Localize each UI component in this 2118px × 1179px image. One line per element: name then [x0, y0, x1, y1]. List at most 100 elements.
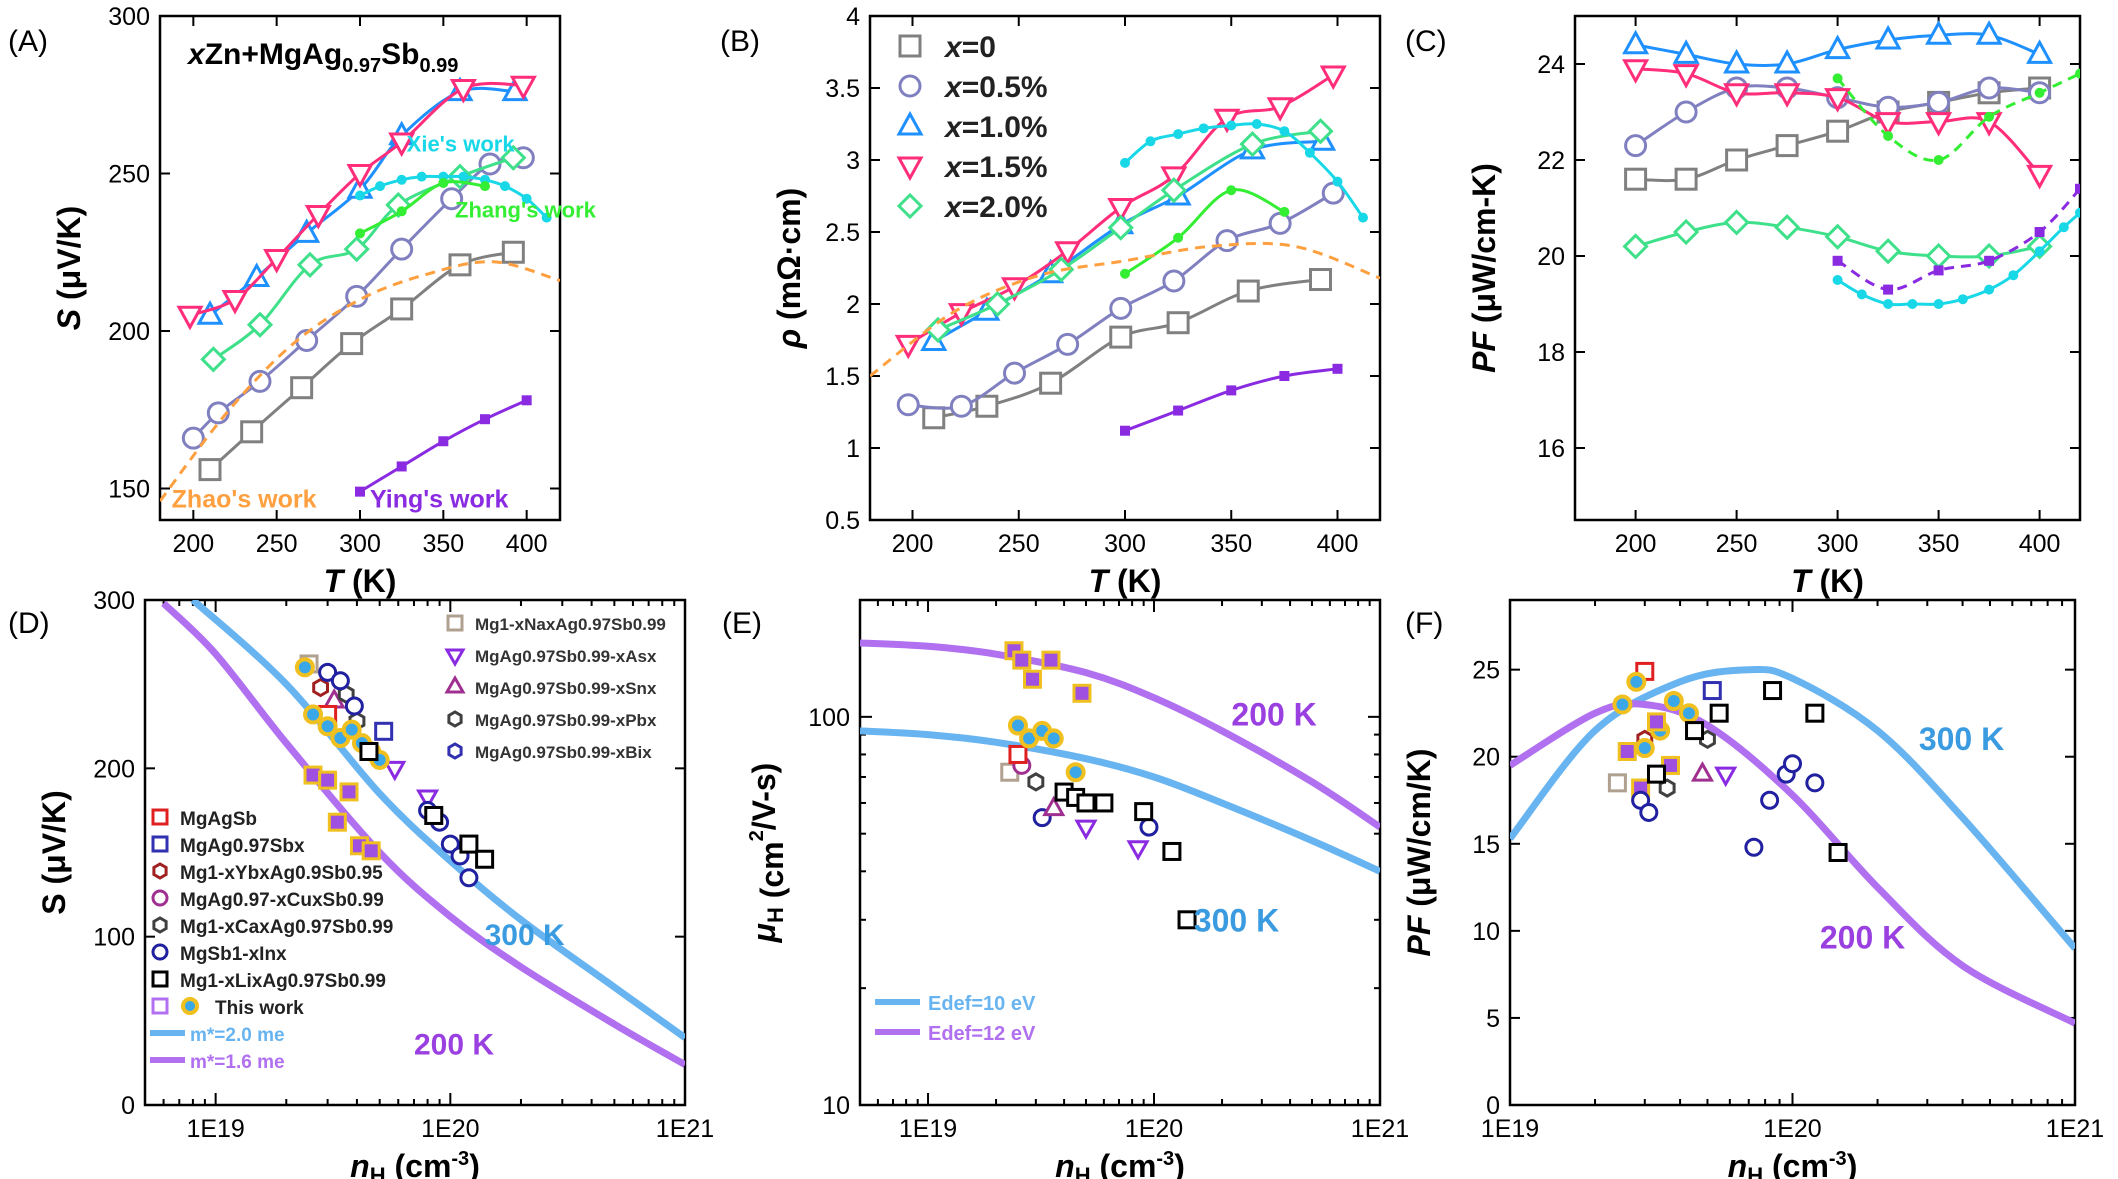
data-point: [2075, 207, 2080, 218]
y-tick-label: 16: [1537, 435, 1565, 463]
data-point: [303, 704, 324, 725]
data-point: [341, 719, 362, 740]
y-tick-label: 3.5: [825, 75, 860, 103]
data-point: [1173, 405, 1184, 416]
legend-right: Mg1-xNaxAg0.97Sb0.99 MgAg0.97Sb0.99-xAsx M…: [444, 614, 666, 762]
legend-entry: Mg1-xLixAg0.97Sb0.99: [180, 971, 386, 992]
data-point: [1824, 34, 1852, 60]
data-point: [1139, 817, 1159, 837]
x-tick-label: 1E21: [656, 1115, 714, 1143]
data-point: [263, 249, 291, 274]
data-point: [438, 177, 449, 188]
model-curve-m-1-6-me: [161, 600, 685, 1068]
y-tick-label: 3: [846, 147, 860, 175]
plot-area: [860, 639, 1380, 930]
data-point: [1304, 147, 1315, 158]
legend-entry: Edef=12 eV: [928, 1023, 1036, 1045]
data-point: [1624, 167, 1648, 191]
y-tick-label: 200: [108, 318, 150, 346]
model-curve-edef-12-ev: [860, 639, 1380, 831]
legend-left: MgAgSb MgAg0.97Sbx Mg1-xYbxAg0.9Sb0.95 MgAg…: [150, 808, 393, 1073]
data-point: [1824, 88, 1852, 113]
data-point: [1622, 29, 1650, 55]
data-point: [1617, 742, 1637, 761]
series-x-2-0-: [924, 118, 1334, 344]
data-point: [1760, 790, 1780, 810]
data-point: [340, 332, 364, 356]
x-tick-label: 350: [1210, 530, 1252, 558]
data-point: [1925, 112, 1953, 137]
data-point: [1279, 206, 1290, 217]
data-point: [1925, 242, 1952, 270]
x-tick-label: 1E19: [1481, 1115, 1539, 1143]
panel-label: (B): [720, 25, 760, 58]
legend-marker: [898, 34, 922, 58]
data-point: [1709, 703, 1729, 723]
data-point: [355, 228, 365, 239]
data-point: [459, 834, 479, 854]
series-line: [1124, 188, 1286, 276]
data-point: [396, 174, 407, 185]
data-point: [374, 721, 394, 741]
data-point: [1907, 299, 1918, 309]
data-point: [339, 782, 359, 802]
data-point: [1626, 671, 1647, 692]
y-tick-label: 10: [1472, 918, 1500, 946]
data-point: [1832, 275, 1843, 285]
data-point: [1109, 296, 1133, 320]
series-zhao-s-work: [870, 241, 1380, 378]
data-point: [480, 181, 490, 192]
data-point: [1883, 284, 1894, 295]
legend: Edef=10 eV Edef=12 eV: [875, 993, 1036, 1045]
legend-entry: MgAg0.97Sb0.99-xAsx: [475, 647, 657, 666]
data-point: [1646, 712, 1666, 732]
series-x-1-5-: [176, 75, 537, 331]
y-axis-label: μH (cm2/V-s): [746, 763, 790, 944]
data-point: [449, 78, 477, 104]
data-point: [243, 262, 271, 287]
x-tick-label: 400: [1317, 530, 1359, 558]
plot-frame: [1573, 14, 2082, 522]
data-point: [390, 237, 414, 261]
data-point: [1162, 269, 1186, 293]
data-point: [343, 235, 370, 263]
legend-marker: [151, 808, 169, 826]
data-point: [1072, 683, 1092, 703]
legend-entry: Mg1-xCaxAg0.97Sb0.99: [180, 917, 393, 938]
legend-entry: m*=2.0 me: [190, 1025, 285, 1046]
data-point: [1678, 703, 1699, 724]
data-point: [1883, 131, 1894, 141]
legend-marker: [152, 916, 168, 934]
data-point: [1624, 134, 1648, 158]
x-tick-label: 1E20: [1125, 1115, 1183, 1143]
legend-marker: [151, 889, 169, 907]
data-point: [521, 395, 532, 406]
data-point: [1805, 773, 1825, 793]
data-point: [1826, 119, 1850, 143]
data-point: [1622, 233, 1649, 260]
data-point: [1957, 294, 1968, 305]
data-point: [346, 164, 374, 189]
legend-marker: [898, 74, 922, 98]
data-point: [1162, 841, 1182, 861]
data-point: [1039, 371, 1063, 395]
data-point: [1612, 694, 1633, 715]
series-this-work-200-k: [303, 765, 381, 861]
data-point: [304, 204, 332, 230]
data-point: [1043, 728, 1064, 749]
data-point: [1639, 802, 1659, 822]
legend-entry: m*=1.6 me: [190, 1052, 285, 1073]
legend-marker: [447, 710, 463, 728]
series-line: [870, 241, 1380, 378]
data-point: [1279, 126, 1290, 137]
data-point: [896, 393, 920, 417]
y-tick-label: 25: [1472, 657, 1500, 685]
data-point: [1685, 721, 1705, 741]
series-line: [1124, 367, 1338, 433]
data-point: [330, 671, 350, 691]
data-point: [296, 251, 324, 278]
data-point: [1107, 198, 1135, 223]
annotation-300k: 300 K: [1919, 721, 2004, 757]
data-point: [1008, 744, 1028, 764]
series-x-0-5-: [181, 146, 535, 450]
